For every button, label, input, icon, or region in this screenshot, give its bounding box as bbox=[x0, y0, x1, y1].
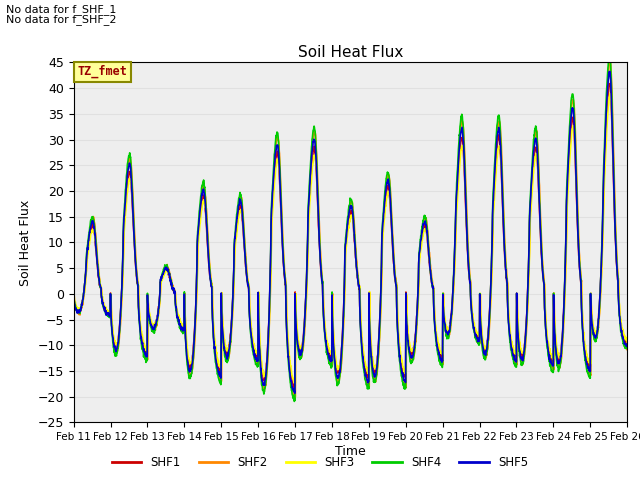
Line: SHF2: SHF2 bbox=[74, 60, 627, 397]
Text: No data for f_SHF_2: No data for f_SHF_2 bbox=[6, 13, 117, 24]
SHF4 bbox=[623, 346, 631, 351]
SHF3 bbox=[292, 380, 300, 386]
SHF5 bbox=[291, 390, 299, 396]
SHF3 bbox=[590, 325, 598, 331]
SHF2 bbox=[224, 355, 232, 361]
SHF3 bbox=[511, 351, 519, 357]
SHF5 bbox=[379, 225, 387, 230]
SHF2 bbox=[379, 228, 387, 234]
SHF1 bbox=[623, 339, 631, 345]
SHF5 bbox=[623, 342, 631, 348]
SHF3 bbox=[379, 238, 387, 243]
SHF5 bbox=[590, 333, 598, 338]
SHF4 bbox=[367, 349, 374, 355]
Line: SHF1: SHF1 bbox=[74, 84, 627, 388]
SHF3 bbox=[623, 339, 631, 345]
SHF4 bbox=[590, 335, 598, 341]
Line: SHF5: SHF5 bbox=[74, 72, 627, 393]
SHF5 bbox=[511, 357, 519, 363]
SHF1 bbox=[291, 385, 299, 391]
Legend: SHF1, SHF2, SHF3, SHF4, SHF5: SHF1, SHF2, SHF3, SHF4, SHF5 bbox=[107, 452, 533, 474]
SHF1 bbox=[379, 229, 387, 235]
SHF5 bbox=[605, 69, 613, 74]
Title: Soil Heat Flux: Soil Heat Flux bbox=[298, 45, 403, 60]
SHF3 bbox=[70, 338, 77, 344]
SHF2 bbox=[367, 337, 374, 343]
SHF1 bbox=[224, 348, 232, 354]
SHF1 bbox=[606, 81, 614, 86]
SHF5 bbox=[575, 243, 582, 249]
SHF4 bbox=[224, 358, 232, 364]
Line: SHF4: SHF4 bbox=[74, 54, 627, 401]
SHF1 bbox=[367, 341, 374, 347]
SHF1 bbox=[590, 329, 598, 335]
SHF2 bbox=[291, 395, 299, 400]
Line: SHF3: SHF3 bbox=[74, 94, 627, 383]
SHF1 bbox=[575, 244, 582, 250]
SHF1 bbox=[511, 356, 519, 361]
SHF2 bbox=[511, 358, 519, 364]
SHF3 bbox=[575, 237, 582, 243]
SHF2 bbox=[606, 58, 614, 63]
SHF3 bbox=[367, 331, 374, 336]
SHF3 bbox=[606, 91, 614, 96]
SHF2 bbox=[623, 345, 631, 351]
Y-axis label: Soil Heat Flux: Soil Heat Flux bbox=[19, 199, 32, 286]
SHF3 bbox=[224, 348, 232, 354]
SHF5 bbox=[224, 350, 232, 356]
SHF2 bbox=[70, 346, 77, 352]
SHF4 bbox=[379, 219, 387, 225]
SHF1 bbox=[70, 292, 77, 298]
SHF4 bbox=[575, 240, 582, 246]
SHF4 bbox=[70, 290, 77, 296]
SHF4 bbox=[291, 398, 298, 404]
X-axis label: Time: Time bbox=[335, 445, 366, 458]
Text: TZ_fmet: TZ_fmet bbox=[78, 65, 127, 79]
SHF4 bbox=[605, 51, 613, 57]
SHF4 bbox=[511, 363, 519, 369]
SHF5 bbox=[70, 291, 77, 297]
Text: No data for f_SHF_1: No data for f_SHF_1 bbox=[6, 4, 116, 15]
SHF2 bbox=[590, 331, 598, 337]
SHF5 bbox=[367, 344, 374, 350]
SHF2 bbox=[575, 229, 582, 235]
